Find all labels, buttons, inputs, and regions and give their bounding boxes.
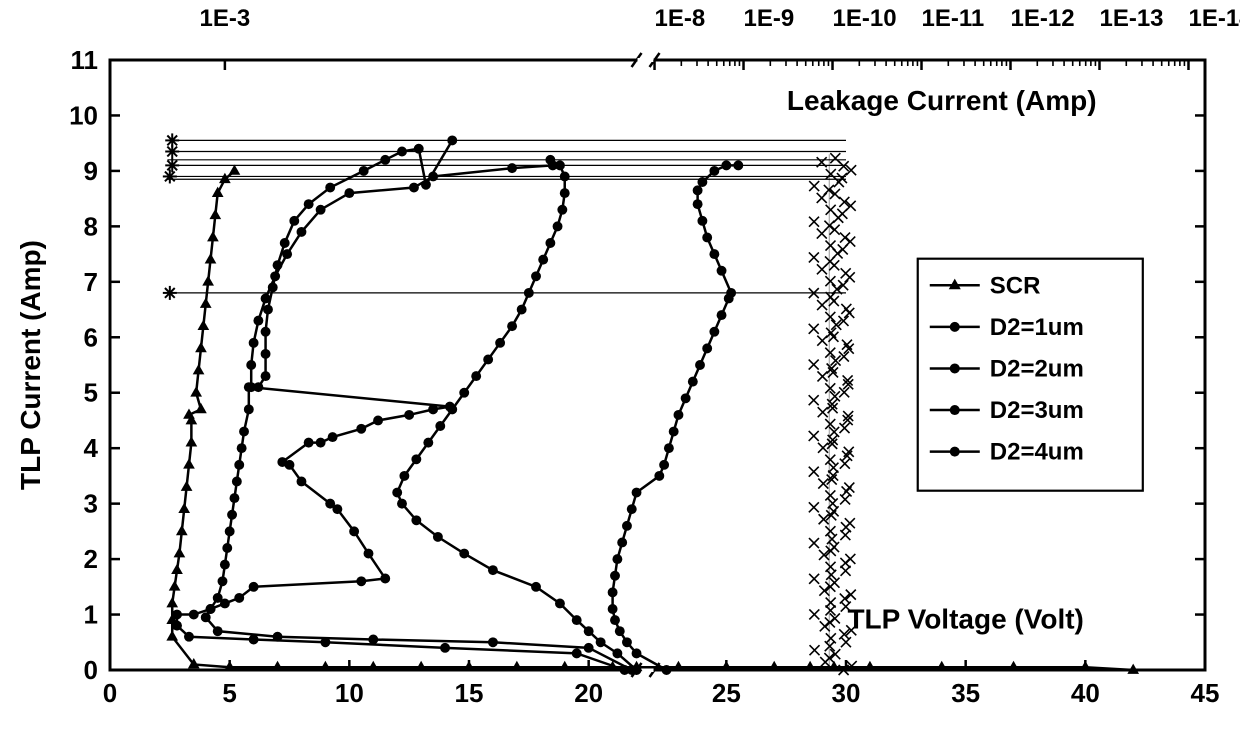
- svg-text:0: 0: [84, 655, 98, 685]
- legend-item-label: SCR: [990, 272, 1041, 299]
- svg-text:6: 6: [84, 322, 98, 352]
- svg-text:1E-11: 1E-11: [922, 5, 985, 32]
- svg-text:4: 4: [84, 433, 99, 463]
- svg-text:30: 30: [832, 678, 861, 708]
- svg-text:0: 0: [103, 678, 117, 708]
- svg-text:5: 5: [84, 378, 98, 408]
- series-D2=4um: [608, 160, 744, 675]
- x-axis-top-label: Leakage Current (Amp): [787, 85, 1097, 116]
- series-D2=2um: [201, 160, 637, 675]
- svg-text:10: 10: [335, 678, 364, 708]
- svg-text:35: 35: [951, 678, 980, 708]
- legend: SCR D2=1um D2=2um D2=3um D2=4um: [918, 259, 1143, 491]
- svg-text:40: 40: [1071, 678, 1100, 708]
- svg-text:8: 8: [84, 211, 98, 241]
- svg-text:25: 25: [712, 678, 741, 708]
- svg-text:5: 5: [222, 678, 236, 708]
- leakage-cluster: [809, 153, 857, 675]
- legend-item-label: D2=3um: [990, 397, 1084, 424]
- series-D2=3um: [392, 155, 641, 675]
- svg-text:3: 3: [84, 489, 98, 519]
- svg-text:45: 45: [1191, 678, 1220, 708]
- svg-text:9: 9: [84, 156, 98, 186]
- svg-text:7: 7: [84, 267, 98, 297]
- svg-text:11: 11: [71, 45, 99, 75]
- svg-text:1E-12: 1E-12: [1011, 5, 1075, 32]
- svg-text:1E-13: 1E-13: [1099, 5, 1163, 32]
- svg-text:1: 1: [84, 600, 98, 630]
- tlp-chart: 051015202530354045012345678910111E-31E-8…: [0, 0, 1240, 733]
- svg-text:1E-3: 1E-3: [200, 5, 251, 32]
- chart-container: 051015202530354045012345678910111E-31E-8…: [0, 0, 1240, 733]
- svg-text:15: 15: [455, 678, 484, 708]
- svg-text:1E-9: 1E-9: [744, 5, 795, 32]
- svg-text:2: 2: [84, 544, 98, 574]
- svg-text:1E-10: 1E-10: [833, 5, 897, 32]
- legend-item-label: D2=2um: [990, 355, 1084, 382]
- x-axis-bottom-label: TLP Voltage (Volt): [847, 603, 1083, 634]
- legend-item-label: D2=4um: [990, 439, 1084, 466]
- y-axis-label: TLP Current (Amp): [15, 240, 46, 490]
- legend-item-label: D2=1um: [990, 314, 1084, 341]
- svg-text:1E-14: 1E-14: [1188, 5, 1240, 32]
- svg-text:1E-8: 1E-8: [655, 5, 706, 32]
- svg-text:20: 20: [574, 678, 603, 708]
- svg-text:10: 10: [69, 100, 98, 130]
